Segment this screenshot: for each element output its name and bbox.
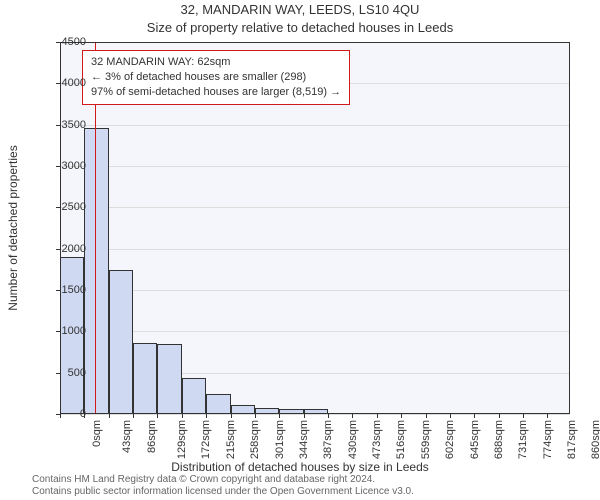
chart-title-main: 32, MANDARIN WAY, LEEDS, LS10 4QU (0, 2, 600, 17)
x-tick-label: 215sqm (225, 420, 237, 459)
y-tick-mark (56, 42, 60, 43)
x-axis-label: Distribution of detached houses by size … (0, 460, 600, 474)
x-tick-mark (84, 414, 85, 418)
x-tick-mark (60, 414, 61, 418)
x-tick-mark (109, 414, 110, 418)
y-tick-mark (56, 207, 60, 208)
plot-border (60, 42, 570, 414)
x-tick-mark (255, 414, 256, 418)
x-tick-label: 0sqm (91, 420, 103, 447)
footer-line-2: Contains public sector information licen… (32, 486, 414, 498)
y-tick-label: 1500 (62, 284, 86, 296)
x-tick-mark (450, 414, 451, 418)
x-tick-mark (523, 414, 524, 418)
x-tick-label: 731sqm (517, 420, 529, 459)
x-tick-mark (474, 414, 475, 418)
x-tick-label: 387sqm (322, 420, 334, 459)
x-tick-label: 43sqm (121, 420, 133, 453)
x-tick-label: 129sqm (176, 420, 188, 459)
y-tick-label: 3000 (62, 160, 86, 172)
x-tick-label: 430sqm (347, 420, 359, 459)
x-tick-label: 774sqm (542, 420, 554, 459)
x-tick-mark (182, 414, 183, 418)
y-tick-label: 4000 (62, 77, 86, 89)
x-tick-label: 473sqm (371, 420, 383, 459)
x-tick-mark (279, 414, 280, 418)
footer-line-1: Contains HM Land Registry data © Crown c… (32, 474, 414, 486)
plot-area: 32 MANDARIN WAY: 62sqm← 3% of detached h… (60, 42, 570, 414)
y-tick-mark (56, 83, 60, 84)
x-tick-mark (304, 414, 305, 418)
y-tick-label: 3500 (62, 119, 86, 131)
x-tick-mark (328, 414, 329, 418)
y-tick-mark (56, 249, 60, 250)
x-tick-mark (401, 414, 402, 418)
x-tick-mark (352, 414, 353, 418)
x-tick-mark (547, 414, 548, 418)
y-tick-mark (56, 373, 60, 374)
y-tick-label: 2000 (62, 243, 86, 255)
x-tick-label: 172sqm (201, 420, 213, 459)
y-tick-mark (56, 125, 60, 126)
x-tick-mark (133, 414, 134, 418)
y-tick-mark (56, 166, 60, 167)
x-tick-label: 258sqm (249, 420, 261, 459)
x-tick-label: 602sqm (444, 420, 456, 459)
x-tick-label: 817sqm (566, 420, 578, 459)
x-tick-label: 645sqm (469, 420, 481, 459)
y-axis-label: Number of detached properties (6, 145, 20, 310)
x-tick-label: 301sqm (274, 420, 286, 459)
x-tick-mark (426, 414, 427, 418)
x-tick-mark (377, 414, 378, 418)
chart-title-sub: Size of property relative to detached ho… (0, 20, 600, 35)
x-tick-mark (206, 414, 207, 418)
footer-attribution: Contains HM Land Registry data © Crown c… (32, 474, 414, 498)
y-tick-label: 1000 (62, 325, 86, 337)
y-tick-mark (56, 331, 60, 332)
x-tick-label: 86sqm (146, 420, 158, 453)
y-tick-label: 500 (68, 367, 86, 379)
y-tick-label: 2500 (62, 201, 86, 213)
gridline (60, 414, 570, 415)
x-tick-label: 516sqm (396, 420, 408, 459)
x-tick-label: 860sqm (590, 420, 600, 459)
x-tick-mark (157, 414, 158, 418)
x-tick-mark (499, 414, 500, 418)
x-tick-label: 559sqm (420, 420, 432, 459)
x-tick-label: 688sqm (493, 420, 505, 459)
x-tick-mark (231, 414, 232, 418)
y-tick-label: 4500 (62, 36, 86, 48)
x-tick-label: 344sqm (298, 420, 310, 459)
y-tick-mark (56, 290, 60, 291)
